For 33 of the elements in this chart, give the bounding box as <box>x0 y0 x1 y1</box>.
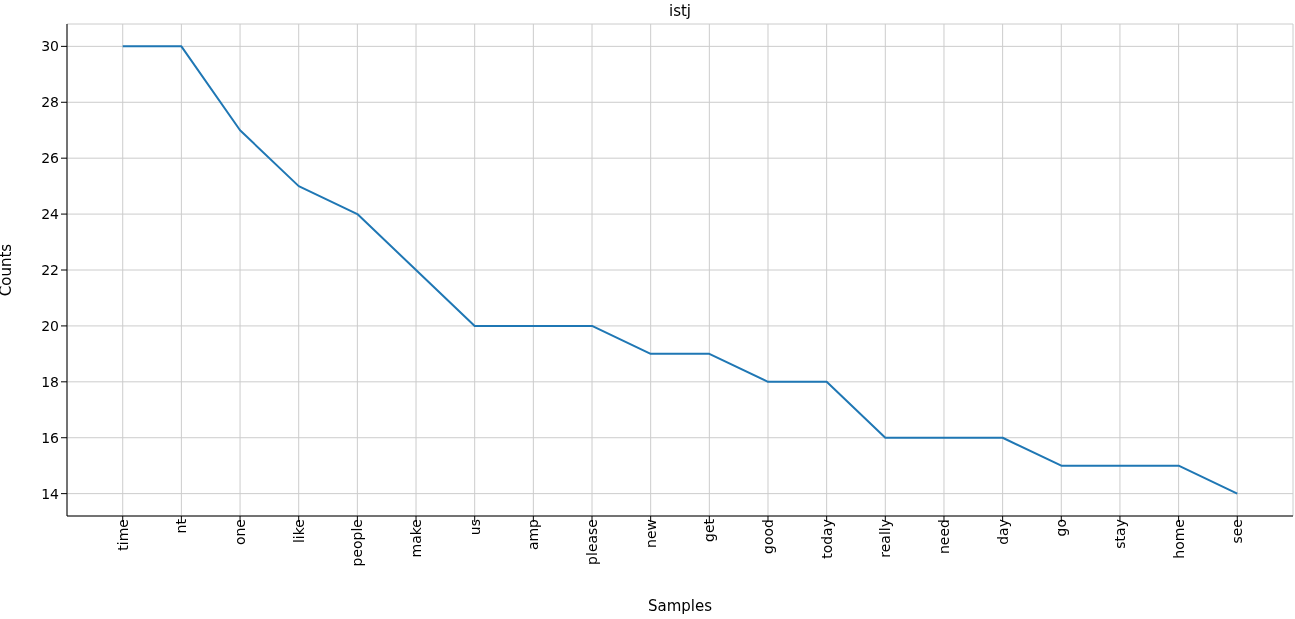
x-tick-label: need <box>935 519 952 554</box>
chart-title: istj <box>668 2 692 20</box>
x-tick-label: new <box>642 519 659 548</box>
x-tick-label: stay <box>1111 519 1128 549</box>
y-tick-label: 22 <box>41 261 59 278</box>
y-tick-label: 30 <box>41 38 59 55</box>
x-tick-label: nt <box>173 518 190 534</box>
x-tick-label: see <box>1229 519 1246 544</box>
x-tick-label: please <box>583 519 600 565</box>
y-tick-label: 20 <box>41 317 59 334</box>
x-tick-label: good <box>759 519 776 554</box>
y-axis-title: Counts <box>0 243 16 297</box>
x-axis-title: Samples <box>647 597 713 615</box>
y-tick-label: 18 <box>41 373 59 390</box>
y-tick-label: 26 <box>41 150 60 167</box>
y-tick-label: 24 <box>41 206 60 223</box>
line-series <box>121 45 1239 495</box>
x-tick-label: people <box>349 519 366 567</box>
x-tick-label: time <box>114 519 131 551</box>
x-tick-label: today <box>818 519 835 559</box>
x-tick-label: one <box>231 519 248 546</box>
x-tick-label: us <box>466 519 483 536</box>
x-tick-label: like <box>290 519 307 544</box>
x-tick-label: really <box>877 519 894 558</box>
x-tick-label: amp <box>525 518 542 551</box>
y-tick-label: 28 <box>41 94 59 111</box>
y-tick-label: 14 <box>41 485 60 502</box>
x-tick-label: make <box>407 519 424 558</box>
x-tick-label: get <box>701 518 718 542</box>
y-tick-label: 16 <box>41 429 60 446</box>
x-tick-label: home <box>1170 519 1187 559</box>
x-tick-label: go <box>1053 519 1070 537</box>
x-tick-label: day <box>994 519 1011 545</box>
